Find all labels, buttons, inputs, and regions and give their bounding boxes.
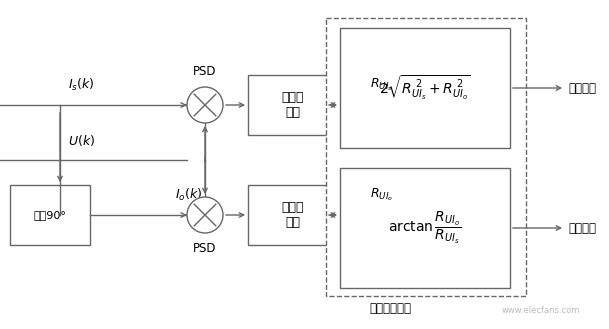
Text: $I_s(k)$: $I_s(k)$ [68, 77, 94, 93]
Text: 幅值相位计算: 幅值相位计算 [369, 302, 411, 315]
Bar [248, 185, 338, 245]
Text: 移相90°: 移相90° [33, 210, 66, 220]
Text: 低通滤
波器: 低通滤 波器 [282, 91, 304, 119]
Text: $U(k)$: $U(k)$ [68, 133, 95, 148]
Text: $\arctan\dfrac{R_{UI_o}}{R_{UI_s}}$: $\arctan\dfrac{R_{UI_o}}{R_{UI_s}}$ [389, 210, 462, 246]
Circle shape [187, 197, 223, 233]
Text: PSD: PSD [193, 242, 217, 255]
Text: PSD: PSD [193, 65, 217, 78]
Text: $I_o(k)$: $I_o(k)$ [175, 187, 202, 203]
Text: 幅值输出: 幅值输出 [568, 82, 596, 94]
Text: $R_{UI_o}$: $R_{UI_o}$ [370, 187, 393, 203]
Text: 低通滤
波器: 低通滤 波器 [282, 201, 304, 229]
Bar [340, 168, 510, 288]
Text: www.elecfans.com: www.elecfans.com [502, 306, 580, 315]
Bar [326, 18, 526, 296]
Bar [10, 185, 90, 245]
Text: 相位输出: 相位输出 [568, 221, 596, 235]
Text: $2\sqrt{R_{UI_s}^{\ 2}+R_{UI_o}^{\ 2}}$: $2\sqrt{R_{UI_s}^{\ 2}+R_{UI_o}^{\ 2}}$ [379, 74, 471, 102]
Bar [248, 75, 338, 135]
Text: $R_{UI_s}$: $R_{UI_s}$ [370, 76, 393, 93]
Circle shape [187, 87, 223, 123]
Bar [340, 28, 510, 148]
